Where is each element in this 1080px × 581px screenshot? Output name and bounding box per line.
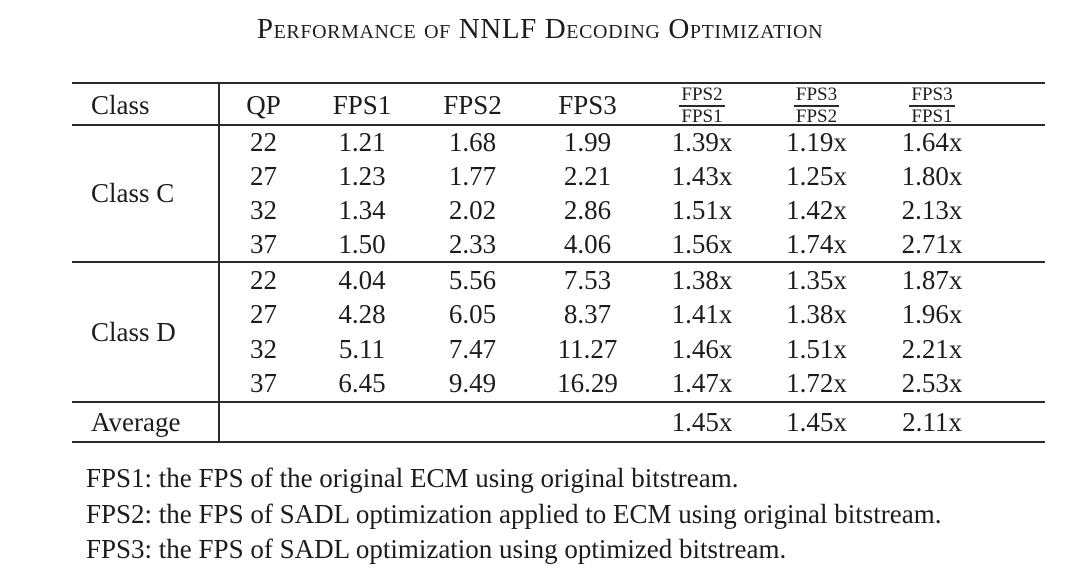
cell-fps1: 4.04 (338, 264, 386, 295)
cell-fps3: 2.21 (563, 161, 612, 192)
header-fps1: FPS1 (332, 89, 392, 120)
cell-ratio1: 1.46x (671, 333, 733, 364)
cell-fps2: 1.68 (448, 127, 497, 158)
cell-fps3: 7.53 (563, 264, 612, 295)
cell-ratio1: 1.38x (671, 264, 733, 295)
cell-qp: 37 (250, 228, 277, 259)
footnotes: FPS1: the FPS of the original ECM using … (86, 461, 942, 568)
cell-qp: 27 (250, 299, 277, 330)
cell-fps3: 4.06 (563, 228, 612, 259)
cell-ratio1: 1.39x (671, 127, 733, 158)
cell-ratio3: 2.53x (901, 368, 963, 399)
cell-fps1: 1.21 (338, 127, 386, 158)
results-table: Class QP FPS1 FPS2 FPS3 FPS2 FPS1 FPS3 F… (72, 82, 1045, 443)
header-ratio-fps3-fps1: FPS3 FPS1 (874, 84, 990, 127)
cell-fps1: 1.50 (338, 228, 386, 259)
cell-ratio3: 2.21x (901, 333, 963, 364)
cell-qp: 22 (250, 127, 277, 158)
cell-fps3: 2.86 (563, 194, 612, 225)
cell-ratio2: 1.38x (786, 299, 847, 330)
cell-qp: 32 (250, 194, 277, 225)
cell-ratio1: 1.56x (671, 228, 733, 259)
header-class: Class (91, 89, 150, 120)
table-caption: Performance of NNLF Decoding Optimizatio… (256, 13, 824, 45)
cell-average-ratio2: 1.45x (786, 406, 847, 437)
column-divider-rule (218, 84, 220, 441)
cell-ratio3: 1.80x (901, 161, 963, 192)
cell-ratio2: 1.19x (786, 127, 847, 158)
cell-qp: 32 (250, 333, 277, 364)
average-label: Average (91, 406, 181, 437)
cell-ratio3: 1.64x (901, 127, 963, 158)
header-fps3: FPS3 (558, 89, 617, 120)
cell-qp: 22 (250, 264, 277, 295)
cell-fps1: 1.23 (338, 161, 386, 192)
cell-fps1: 6.45 (338, 368, 386, 399)
cell-qp: 27 (250, 161, 277, 192)
cell-ratio1: 1.47x (671, 368, 733, 399)
ratio-denominator: FPS1 (911, 106, 953, 128)
cell-ratio3: 2.13x (901, 194, 963, 225)
cell-fps2: 5.56 (448, 264, 497, 295)
footnote-fps2: FPS2: the FPS of SADL optimization appli… (86, 498, 942, 529)
cell-ratio3: 1.96x (901, 299, 963, 330)
ratio-denominator: FPS2 (795, 106, 838, 128)
ratio-numerator: FPS3 (909, 85, 955, 108)
cell-average-ratio3: 2.11x (902, 406, 962, 437)
footnote-fps3: FPS3: the FPS of SADL optimization using… (86, 534, 787, 564)
cell-fps1: 5.11 (338, 333, 386, 364)
cell-ratio3: 2.71x (901, 228, 963, 259)
table-header-row: Class QP FPS1 FPS2 FPS3 FPS2 FPS1 FPS3 F… (72, 84, 1045, 127)
cell-fps2: 7.47 (448, 333, 497, 364)
table-section-class-d: Class D 22 4.04 5.56 7.53 1.38x 1.35x 1.… (72, 263, 1045, 403)
footnote-fps1: FPS1: the FPS of the original ECM using … (86, 463, 739, 493)
cell-fps2: 6.05 (448, 299, 497, 330)
table-average-row: Average 1.45x 1.45x 2.11x (72, 403, 1045, 441)
cell-fps1: 1.34 (338, 194, 386, 225)
cell-ratio2: 1.51x (786, 333, 847, 364)
header-ratio-fps2-fps1: FPS2 FPS1 (645, 84, 759, 127)
ratio-numerator: FPS3 (793, 85, 840, 108)
cell-fps3: 8.37 (563, 299, 612, 330)
cell-fps2: 9.49 (448, 368, 497, 399)
cell-ratio2: 1.25x (786, 161, 847, 192)
ratio-denominator: FPS1 (681, 106, 723, 128)
cell-average-ratio1: 1.45x (671, 406, 733, 437)
cell-fps2: 2.02 (448, 194, 497, 225)
cell-fps1: 4.28 (338, 299, 386, 330)
cell-fps3: 16.29 (557, 368, 618, 399)
class-label: Class C (91, 178, 175, 208)
cell-fps2: 1.77 (448, 161, 497, 192)
cell-ratio3: 1.87x (901, 264, 963, 295)
cell-fps3: 1.99 (563, 127, 612, 158)
cell-ratio1: 1.51x (671, 194, 733, 225)
cell-ratio2: 1.72x (786, 368, 847, 399)
cell-ratio2: 1.42x (786, 194, 847, 225)
cell-ratio1: 1.43x (671, 161, 733, 192)
header-fps2: FPS2 (443, 89, 502, 120)
cell-ratio2: 1.74x (786, 228, 847, 259)
class-label: Class D (91, 316, 176, 347)
header-qp: QP (246, 89, 281, 120)
cell-ratio2: 1.35x (786, 264, 847, 295)
cell-fps3: 11.27 (557, 333, 618, 364)
ratio-numerator: FPS2 (679, 85, 725, 108)
cell-fps2: 2.33 (448, 228, 497, 259)
header-spacer (990, 84, 1045, 127)
header-ratio-fps3-fps2: FPS3 FPS2 (759, 84, 874, 127)
cell-ratio1: 1.41x (671, 299, 733, 330)
cell-qp: 37 (250, 368, 277, 399)
table-section-class-c: Class C 22 1.21 1.68 1.99 1.39x 1.19x 1.… (72, 126, 1045, 263)
